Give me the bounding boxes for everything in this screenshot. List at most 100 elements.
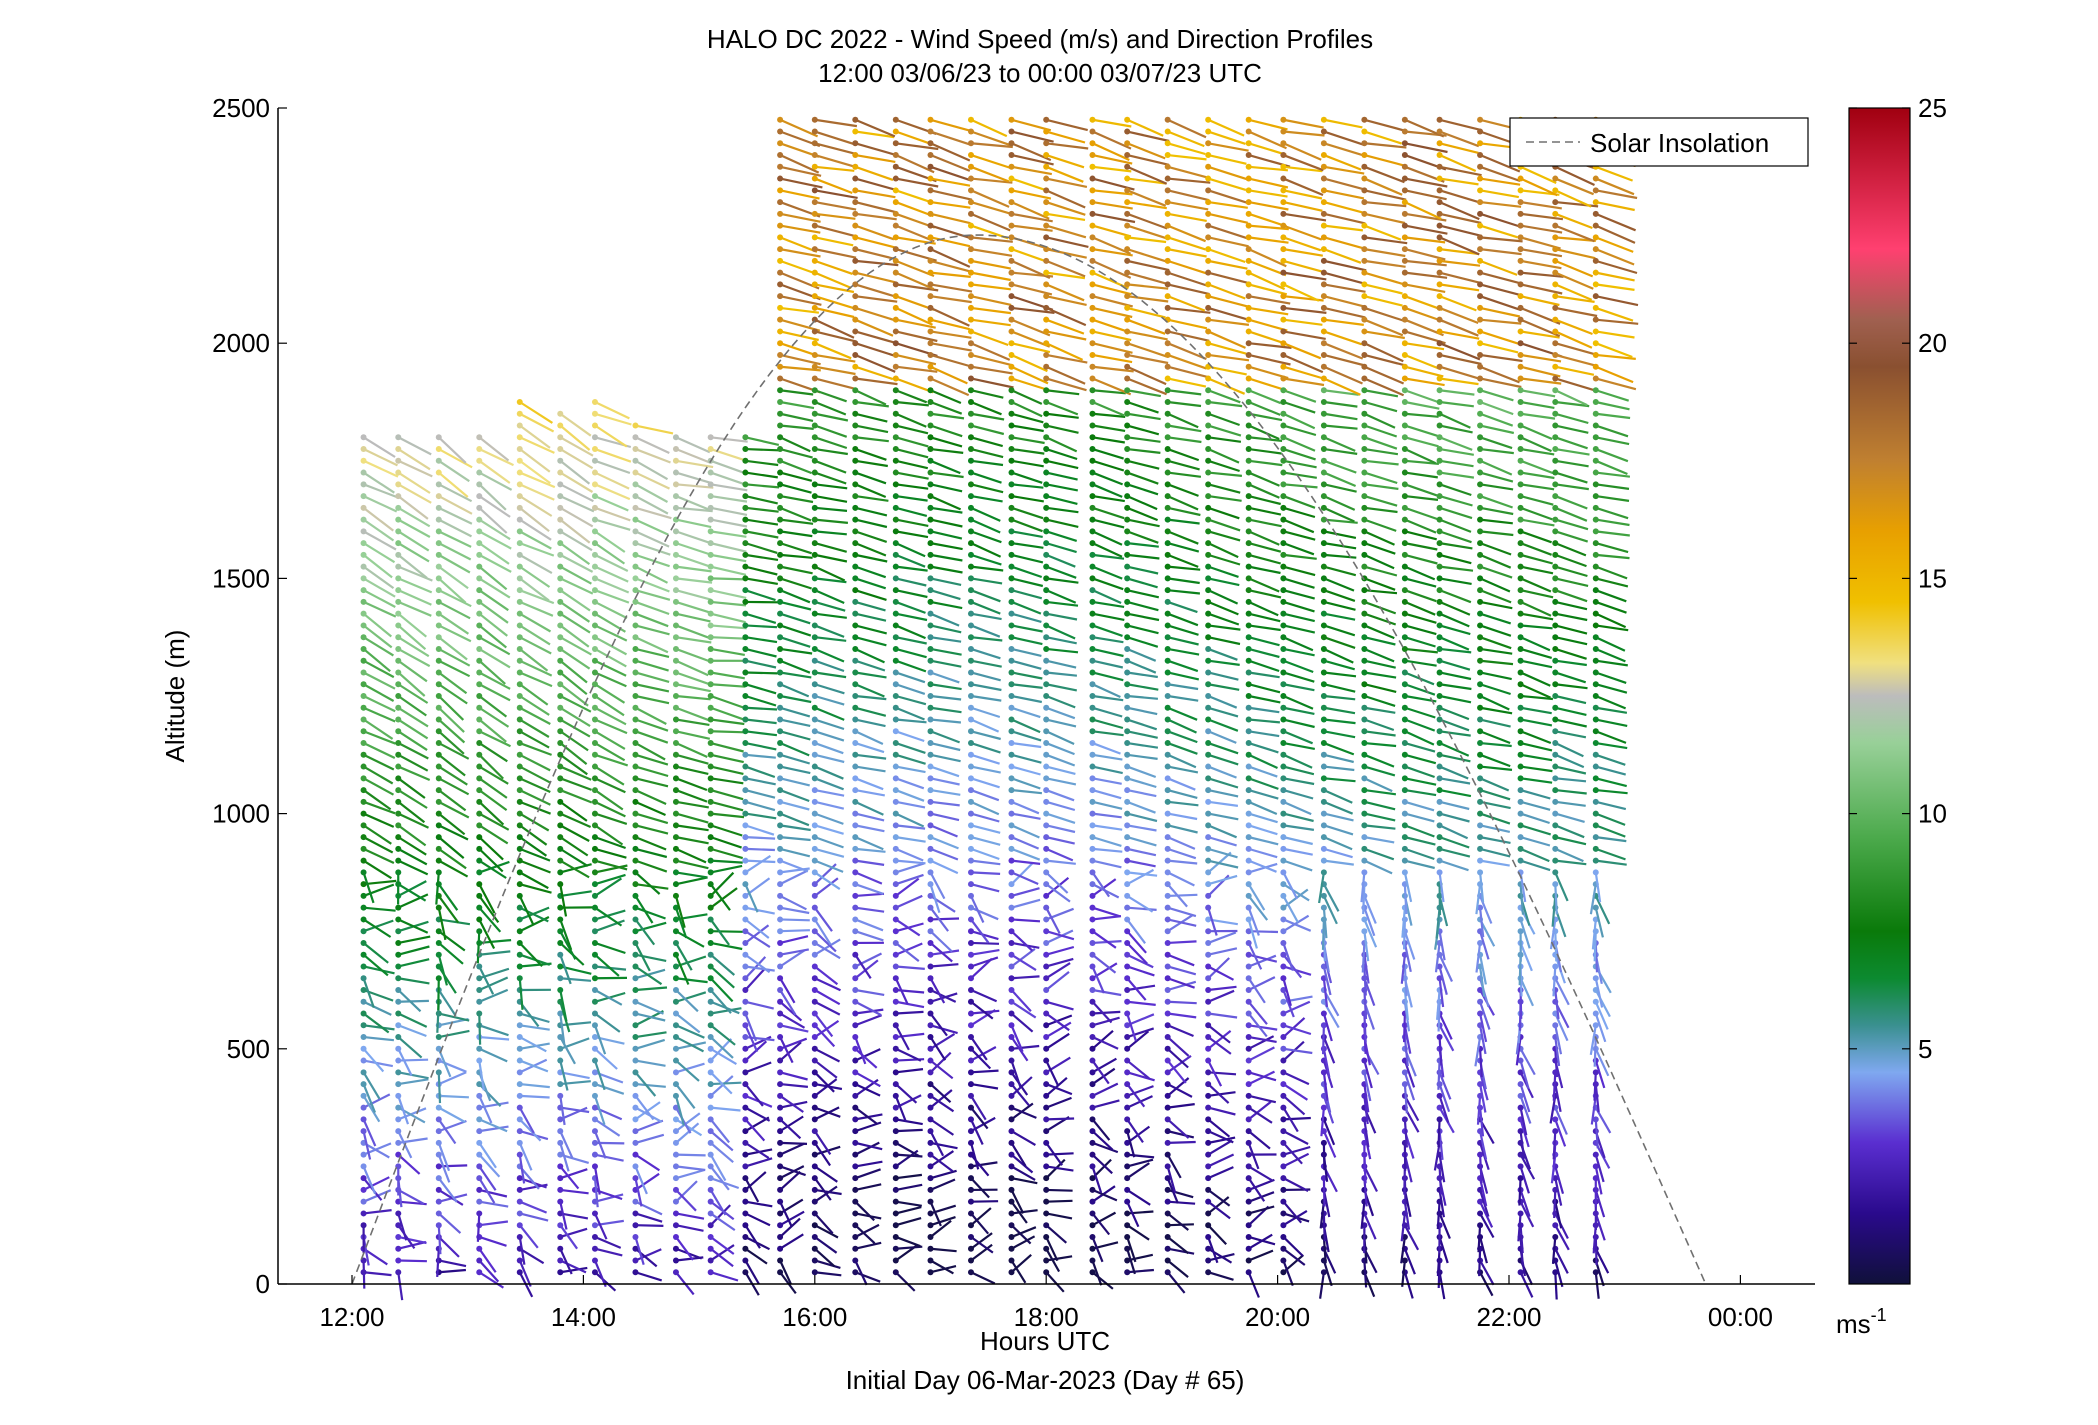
wind-barb-dot bbox=[1124, 857, 1131, 864]
wind-barb-dot bbox=[395, 1034, 402, 1041]
wind-barb-dot bbox=[967, 987, 974, 993]
wind-barb-dot bbox=[1089, 128, 1096, 135]
wind-barb-dot bbox=[927, 363, 934, 370]
wind-barb-shaft bbox=[1283, 765, 1315, 776]
wind-barb-dot bbox=[1361, 481, 1368, 488]
wind-barb-dot bbox=[1280, 657, 1287, 664]
wind-barb-dot bbox=[591, 1151, 598, 1158]
wind-barb-shaft bbox=[675, 824, 709, 832]
wind-barb-dot bbox=[672, 1198, 679, 1205]
wind-barb-shaft bbox=[478, 754, 504, 780]
wind-barb-dot bbox=[1245, 457, 1252, 464]
wind-barb-shaft bbox=[813, 1177, 832, 1201]
wind-barb-shaft bbox=[438, 647, 471, 667]
wind-barb-dot bbox=[1205, 1104, 1212, 1111]
wind-barb-dot bbox=[927, 892, 934, 899]
wind-barb-shaft bbox=[814, 130, 856, 146]
wind-barb-dot bbox=[742, 469, 749, 476]
wind-barb-dot bbox=[967, 598, 974, 605]
wind-barb-shaft bbox=[814, 1106, 841, 1118]
wind-barb-dot bbox=[476, 963, 483, 970]
wind-barb-shaft bbox=[814, 212, 856, 220]
wind-barb-shaft bbox=[1363, 919, 1378, 948]
wind-barb-dot bbox=[672, 904, 679, 911]
wind-barb-dot bbox=[892, 528, 899, 535]
wind-barb-shaft bbox=[1127, 436, 1161, 443]
wind-barb-shaft bbox=[930, 306, 970, 327]
wind-barb-dot bbox=[476, 892, 483, 899]
wind-barb-dot bbox=[1043, 1257, 1050, 1264]
wind-barb-dot bbox=[591, 1269, 598, 1276]
wind-barb-shaft bbox=[398, 958, 430, 968]
wind-barb-shaft bbox=[1363, 1260, 1368, 1288]
wind-barb-shaft bbox=[895, 577, 927, 587]
wind-barb-dot bbox=[557, 551, 564, 558]
wind-barb-shaft bbox=[744, 1083, 764, 1107]
wind-barb-shaft bbox=[930, 636, 962, 643]
wind-barb-dot bbox=[1043, 446, 1050, 453]
wind-barb-dot bbox=[1205, 293, 1212, 300]
wind-barb-shaft bbox=[779, 935, 809, 945]
wind-barb-shaft bbox=[1208, 200, 1248, 209]
wind-barb-shaft bbox=[930, 800, 960, 807]
wind-barb-shaft bbox=[1363, 954, 1370, 984]
wind-barb-dot bbox=[672, 493, 679, 500]
wind-barb-dot bbox=[1089, 892, 1096, 899]
wind-barb-shaft bbox=[1011, 741, 1042, 749]
wind-barb-shaft bbox=[519, 1212, 549, 1222]
wind-barb-shaft bbox=[1404, 224, 1448, 235]
wind-barb-shaft bbox=[929, 1259, 954, 1275]
wind-barb-dot bbox=[742, 704, 749, 711]
wind-barb-shaft bbox=[675, 636, 712, 644]
wind-barb-dot bbox=[672, 610, 679, 617]
wind-barb-dot bbox=[1008, 834, 1015, 841]
wind-barb-shaft bbox=[970, 153, 1010, 169]
wind-barb-dot bbox=[1205, 693, 1212, 699]
wind-barb-dot bbox=[1320, 234, 1327, 241]
wind-barb-shaft bbox=[710, 694, 744, 709]
wind-barb-dot bbox=[672, 763, 679, 770]
wind-barb-shaft bbox=[895, 812, 925, 828]
wind-barb-shaft bbox=[1092, 730, 1124, 737]
wind-barb-dot bbox=[672, 1175, 679, 1182]
wind-barb-dot bbox=[1164, 1245, 1171, 1252]
wind-barb-shaft bbox=[895, 730, 925, 743]
wind-barb-dot bbox=[1245, 904, 1252, 911]
wind-barb-shaft bbox=[436, 1248, 440, 1277]
wind-barb-shaft bbox=[1404, 142, 1448, 154]
wind-barb-dot bbox=[1320, 446, 1327, 453]
wind-barb-dot bbox=[927, 610, 934, 617]
wind-barb-shaft bbox=[1364, 788, 1397, 796]
wind-barb-shaft bbox=[594, 824, 624, 846]
wind-barb-dot bbox=[777, 587, 784, 594]
wind-barb-dot bbox=[632, 598, 639, 605]
wind-barb-dot bbox=[811, 234, 818, 241]
wind-barb-shaft bbox=[1045, 765, 1076, 775]
wind-barb-dot bbox=[591, 669, 598, 676]
wind-barb-dot bbox=[395, 822, 402, 829]
wind-barb-shaft bbox=[1364, 671, 1397, 679]
wind-barb-dot bbox=[1008, 1198, 1015, 1205]
wind-barb-shaft bbox=[635, 553, 670, 568]
wind-barb-shaft bbox=[397, 1188, 425, 1205]
wind-barb-dot bbox=[1401, 246, 1408, 253]
wind-barb-dot bbox=[1280, 516, 1287, 523]
wind-barb-dot bbox=[1361, 563, 1368, 570]
wind-barb-dot bbox=[892, 269, 899, 276]
wind-barb-shaft bbox=[675, 1153, 706, 1157]
wind-barb-dot bbox=[1320, 257, 1327, 264]
wind-barb-shaft bbox=[594, 1247, 623, 1257]
wind-barb-dot bbox=[777, 1010, 784, 1017]
wind-barb-shaft bbox=[1248, 1094, 1277, 1104]
wind-barb-dot bbox=[1361, 669, 1368, 676]
wind-barb-shaft bbox=[593, 1260, 607, 1288]
wind-barb-dot bbox=[1124, 763, 1131, 770]
wind-barb-dot bbox=[1008, 693, 1015, 699]
wind-barb-shaft bbox=[1092, 1141, 1119, 1154]
wind-barb-dot bbox=[1164, 1198, 1171, 1205]
wind-barb-dot bbox=[1361, 928, 1368, 935]
wind-barb-shaft bbox=[363, 1209, 392, 1215]
wind-barb-dot bbox=[395, 857, 402, 864]
wind-barb-shaft bbox=[397, 589, 432, 606]
wind-barb-shaft bbox=[1126, 565, 1159, 575]
